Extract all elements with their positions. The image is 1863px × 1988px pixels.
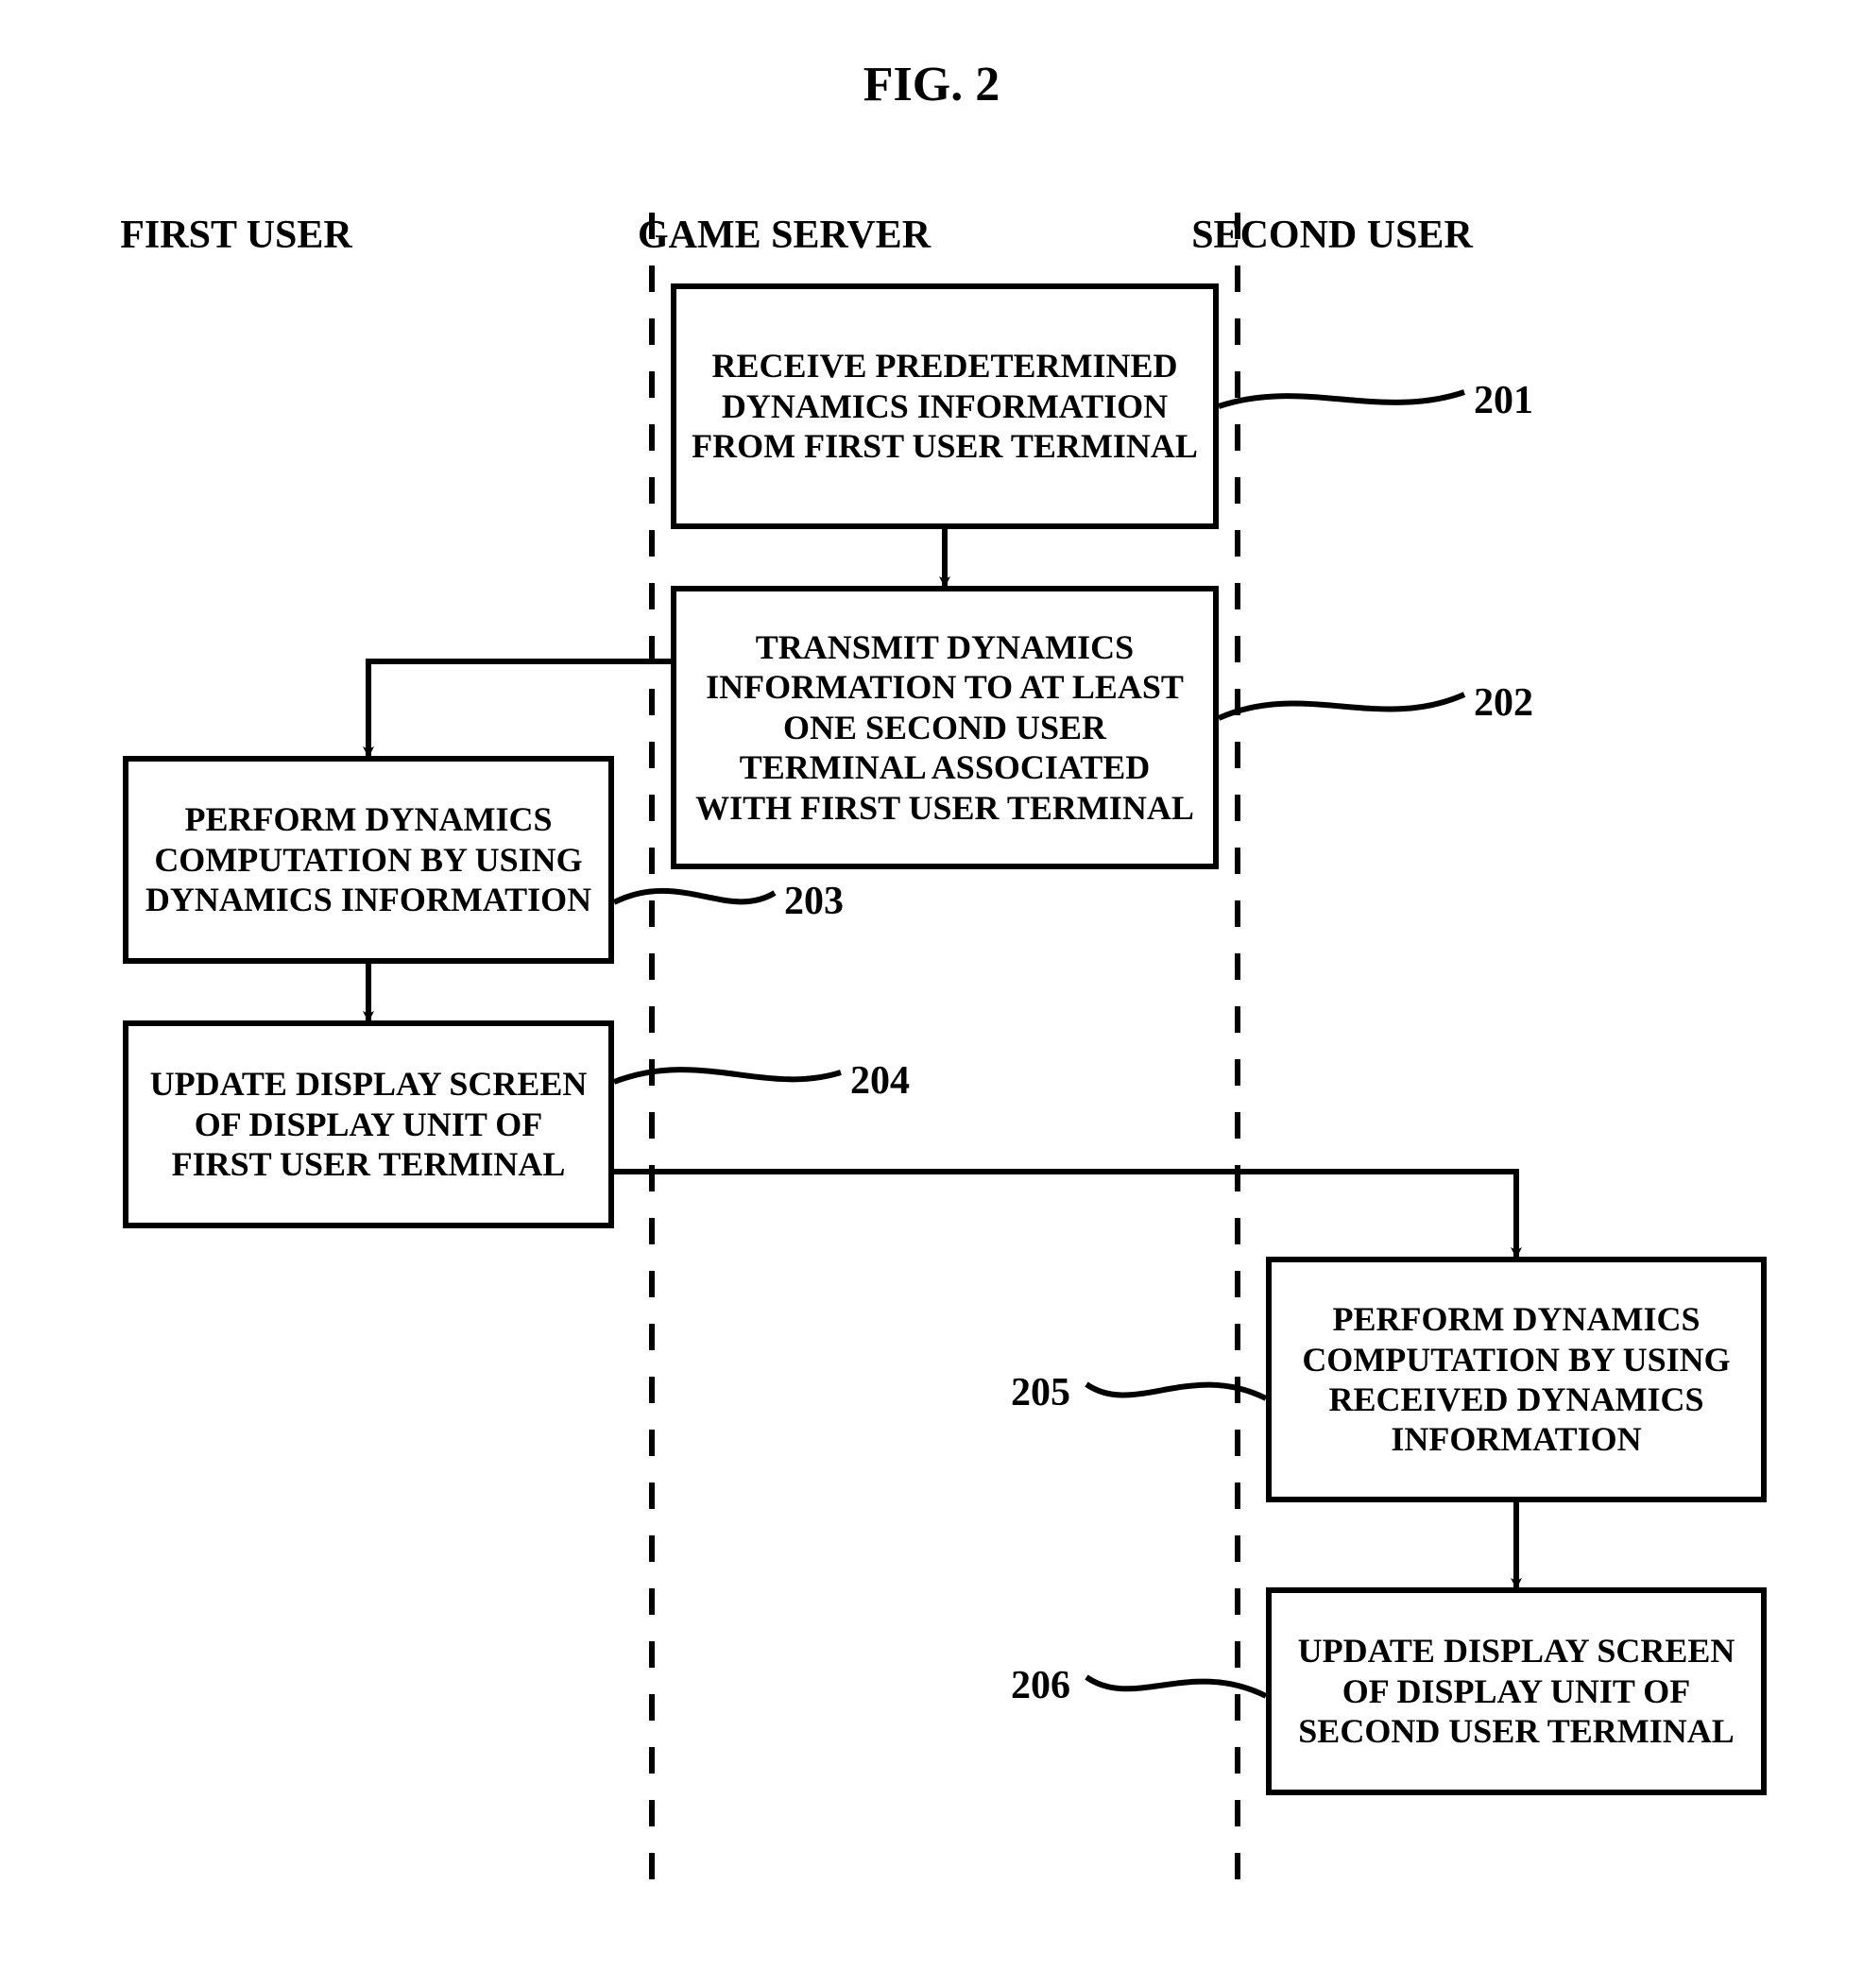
leader-r203 [614, 891, 775, 902]
ref-201: 201 [1474, 378, 1533, 423]
step-202-transmit-dynamics: TRANSMIT DYNAMICS INFORMATION TO AT LEAS… [671, 586, 1219, 869]
step-203-text: PERFORM DYNAMICS COMPUTATION BY USING DY… [142, 799, 595, 919]
step-205-text: PERFORM DYNAMICS COMPUTATION BY USING RE… [1285, 1299, 1748, 1460]
ref-203: 203 [784, 879, 844, 924]
arrow-b204_right-b205_top [614, 1172, 1516, 1257]
step-203-compute-first-user: PERFORM DYNAMICS COMPUTATION BY USING DY… [123, 756, 614, 964]
step-201-receive-dynamics: RECEIVE PREDETERMINED DYNAMICS INFORMATI… [671, 283, 1219, 529]
step-205-compute-second-user: PERFORM DYNAMICS COMPUTATION BY USING RE… [1266, 1257, 1767, 1502]
leader-r204 [614, 1070, 841, 1082]
arrow-b202_left-b203_top [368, 661, 671, 756]
step-206-text: UPDATE DISPLAY SCREEN OF DISPLAY UNIT OF… [1285, 1631, 1748, 1751]
step-202-text: TRANSMIT DYNAMICS INFORMATION TO AT LEAS… [690, 627, 1200, 828]
step-204-update-first-user-display: UPDATE DISPLAY SCREEN OF DISPLAY UNIT OF… [123, 1020, 614, 1228]
step-204-text: UPDATE DISPLAY SCREEN OF DISPLAY UNIT OF… [142, 1064, 595, 1184]
figure-page: FIG. 2 FIRST USER GAME SERVER SECOND USE… [0, 0, 1863, 1988]
leader-r201 [1219, 392, 1464, 406]
ref-202: 202 [1474, 680, 1533, 726]
ref-205: 205 [1011, 1370, 1070, 1415]
step-201-text: RECEIVE PREDETERMINED DYNAMICS INFORMATI… [690, 346, 1200, 466]
leader-r202 [1219, 694, 1464, 718]
ref-204: 204 [850, 1058, 910, 1104]
leader-r206 [1086, 1677, 1266, 1696]
ref-206: 206 [1011, 1663, 1070, 1708]
step-206-update-second-user-display: UPDATE DISPLAY SCREEN OF DISPLAY UNIT OF… [1266, 1587, 1767, 1795]
